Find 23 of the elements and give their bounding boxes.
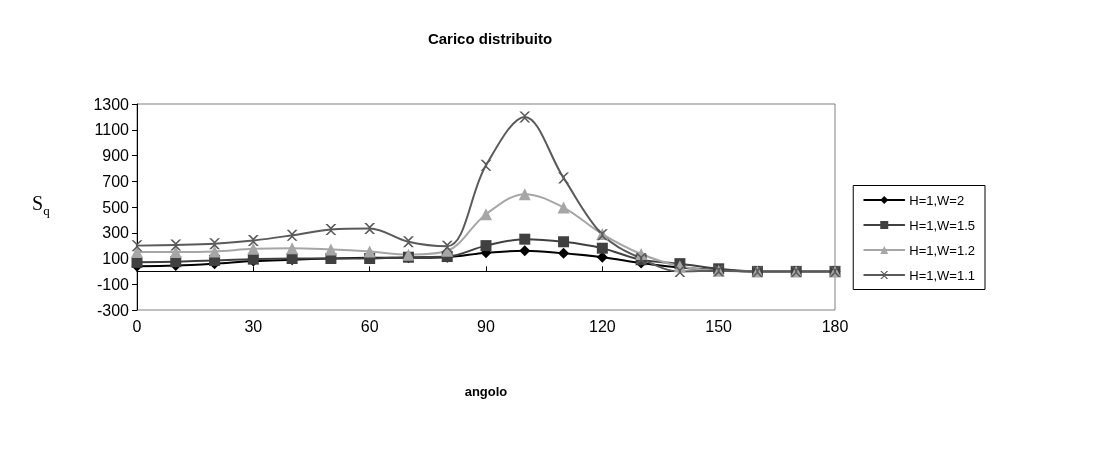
y-tick-label: -100 xyxy=(96,275,130,293)
x-tick-label: 120 xyxy=(588,317,616,335)
legend-label: H=1,W=1.5 xyxy=(909,217,976,233)
x-tick-label: 150 xyxy=(705,317,733,335)
x-tick-label: 0 xyxy=(132,317,142,335)
x-tick-label: 30 xyxy=(244,317,263,335)
x-axis-title: angolo xyxy=(464,384,508,399)
chart-title: Carico distribuito xyxy=(427,30,553,47)
legend-label: H=1,W=1.2 xyxy=(909,242,976,258)
y-tick-label: -300 xyxy=(96,301,130,319)
x-tick-label: 180 xyxy=(821,317,849,335)
x-tick-label: 90 xyxy=(477,317,495,335)
y-tick-label: 900 xyxy=(102,147,130,164)
legend-label: H=1,W=1.1 xyxy=(909,267,976,283)
y-axis-title: S$_{q}$ xyxy=(32,192,50,219)
x-tick-label: 60 xyxy=(360,317,379,335)
y-tick-label: 1300 xyxy=(93,95,130,113)
y-tick-label: 500 xyxy=(102,198,130,216)
legend-label: H=1,W=2 xyxy=(909,192,965,208)
y-tick-label: 100 xyxy=(102,250,130,267)
y-tick-label: 1100 xyxy=(94,121,130,139)
y-tick-label: 700 xyxy=(102,172,130,190)
y-tick-label: 300 xyxy=(102,224,130,242)
